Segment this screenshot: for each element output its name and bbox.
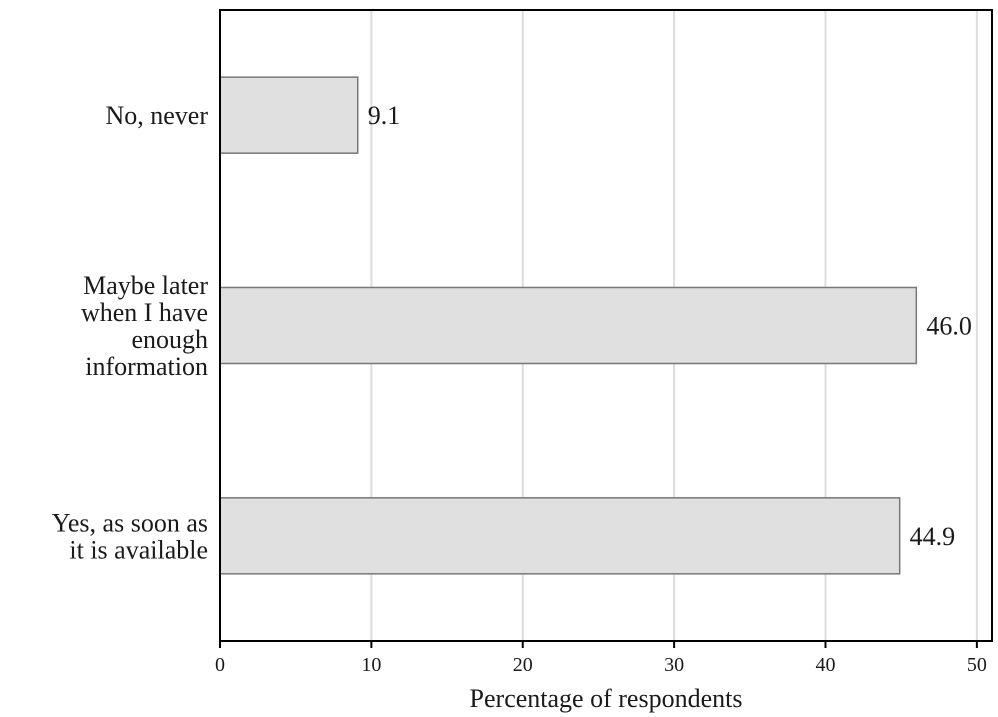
x-tick-label: 20 — [513, 654, 533, 676]
x-tick-label: 30 — [664, 654, 684, 676]
x-tick-label: 50 — [967, 654, 987, 676]
x-axis-title: Percentage of respondents — [470, 684, 743, 713]
data-label: 46.0 — [926, 312, 972, 341]
plot-frame — [219, 9, 993, 642]
plot-border — [219, 9, 993, 642]
data-label: 9.1 — [368, 101, 401, 130]
category-label: Maybe later when I have enough information — [81, 271, 208, 381]
bars — [219, 76, 918, 575]
bar — [219, 286, 918, 365]
x-tick-label: 10 — [361, 654, 381, 676]
data-label: 44.9 — [910, 522, 956, 551]
data-labels: 9.1 46.0 44.9 — [368, 101, 972, 551]
bar — [219, 497, 901, 575]
category-labels: No, never Maybe later when I have enough inf… — [52, 101, 209, 564]
x-tick-label: 40 — [815, 654, 835, 676]
x-tick-label: 0 — [215, 654, 225, 676]
category-label: Yes, as soon as it is available — [52, 508, 208, 564]
bar — [219, 76, 359, 154]
category-label: No, never — [105, 101, 208, 130]
x-axis: 0 10 20 30 40 50 — [215, 641, 987, 676]
